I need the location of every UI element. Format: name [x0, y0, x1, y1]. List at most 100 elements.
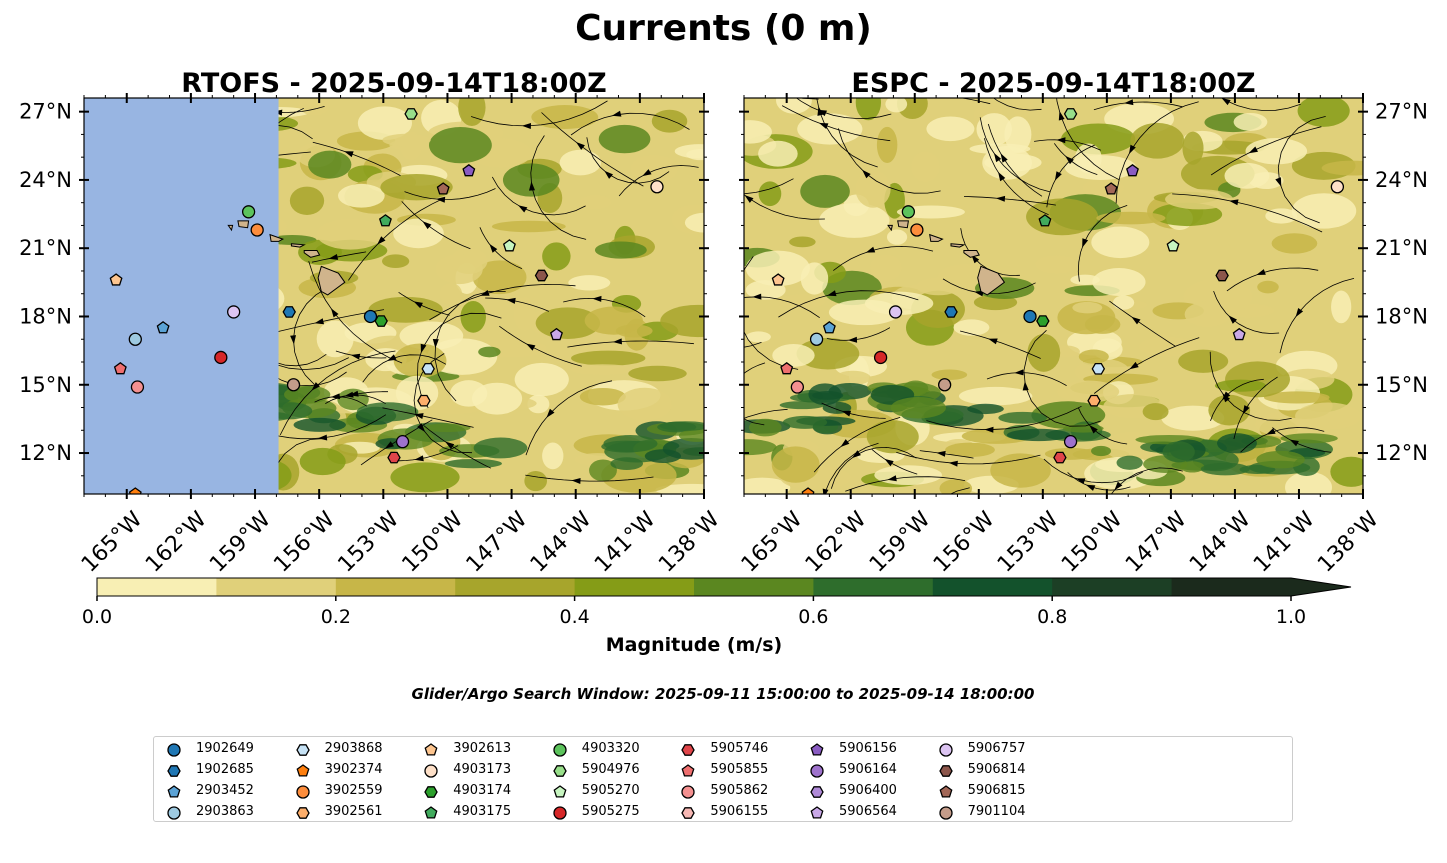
marker-2903868: [1091, 362, 1106, 375]
marker-5906757: [227, 305, 241, 319]
marker-4903173: [1330, 180, 1345, 194]
pentagon-marker-icon: [810, 743, 824, 756]
legend-label: 4903320: [581, 741, 640, 756]
legend-marker-4903173: [424, 764, 438, 778]
y-tick-label: 21°N: [19, 236, 72, 260]
colorbar-tick-label: 0.6: [798, 606, 828, 628]
marker-5906815: [1104, 182, 1118, 195]
marker-7901104: [286, 378, 301, 392]
marker-5905270: [502, 239, 516, 252]
legend-marker-5906156: [810, 743, 824, 756]
no-data-region: [84, 98, 279, 494]
hexagon-marker-icon: [424, 786, 438, 798]
legend-label: 4903174: [453, 783, 512, 798]
legend-marker-5905862: [681, 785, 696, 799]
marker-3902374: [801, 487, 815, 494]
legend-marker-4903175: [424, 806, 438, 819]
hexagon-marker-icon: [167, 765, 181, 777]
legend-label: 5905746: [710, 741, 769, 756]
legend-marker-2903452: [167, 785, 181, 798]
legend-label: 5905270: [581, 783, 640, 798]
legend-marker-3902613: [424, 743, 438, 756]
pentagon-marker-icon: [681, 764, 695, 777]
legend-label: 3902559: [324, 783, 383, 798]
marker-5906564: [550, 327, 563, 341]
y-tick-label: 24°N: [1375, 168, 1428, 192]
panel-espc: ESPC - 2025-09-14T18:00Z165°W162°W159°W1…: [737, 68, 1428, 578]
marker-3902613: [771, 273, 785, 286]
colorbar-swatch: [1171, 578, 1292, 596]
marker-5905855: [780, 362, 794, 375]
legend-label: 3902374: [324, 762, 383, 777]
marker-5906814: [534, 269, 549, 282]
y-tick-label: 24°N: [19, 168, 72, 192]
marker-5904976: [404, 108, 418, 120]
y-tick-label: 27°N: [1375, 100, 1428, 124]
colorbar-swatch: [455, 578, 576, 596]
x-tick-label: 165°W: [77, 507, 148, 578]
legend-label: 5904976: [581, 762, 640, 777]
colorbar-tick-label: 0.2: [321, 606, 351, 628]
legend-marker-5905275: [553, 806, 567, 820]
legend-label: 1902649: [196, 741, 254, 756]
marker-2903863: [809, 332, 824, 346]
x-tick-label: 156°W: [929, 507, 1000, 578]
pentagon-marker-icon: [424, 743, 438, 756]
colorbar: 0.0 0.2 0.4 0.6 0.8 1.0 Magnitude (m/s): [82, 577, 1352, 656]
legend-label: 5906814: [967, 762, 1026, 777]
y-tick-label: 15°N: [1375, 373, 1428, 397]
streamlines-espc: [744, 98, 1355, 494]
colorbar-extend-arrow: [1291, 578, 1351, 596]
x-tick-label: 165°W: [737, 507, 808, 578]
marker-4903174: [1036, 315, 1050, 327]
x-tick-label: 153°W: [993, 507, 1064, 578]
colorbar-tick-label: 0.4: [559, 606, 589, 628]
legend-label: 5905275: [581, 804, 640, 819]
marker-3902561: [417, 394, 431, 407]
marker-5905746: [387, 451, 401, 464]
x-tick-label: 153°W: [333, 507, 404, 578]
pentagon-marker-icon: [810, 806, 824, 819]
x-tick-label: 141°W: [1249, 507, 1320, 578]
circle-marker-icon: [938, 806, 953, 820]
colorbar-tick-label: 0.8: [1037, 606, 1067, 628]
hexagon-marker-icon: [295, 744, 310, 756]
marker-5905270: [1166, 239, 1180, 252]
marker-5905746: [1053, 451, 1067, 464]
legend-label: 5905855: [710, 762, 769, 777]
x-tick-label: 138°W: [654, 507, 725, 578]
legend-marker-5905270: [553, 785, 567, 798]
legend-label: 5905862: [710, 783, 769, 798]
x-tick-label: 138°W: [1313, 507, 1384, 578]
hexagon-marker-icon: [681, 744, 696, 756]
x-tick-label: 159°W: [205, 507, 276, 578]
legend-marker-5906814: [938, 765, 953, 777]
circle-marker-icon: [553, 743, 567, 757]
colorbar-swatch: [574, 578, 695, 596]
marker-5906757: [888, 305, 903, 319]
circle-marker-icon: [553, 806, 567, 820]
marker-4903175: [378, 214, 392, 227]
panel-title-rtofs: RTOFS - 2025-09-14T18:00Z: [181, 68, 607, 99]
marker-1902649: [363, 309, 378, 324]
x-tick-label: 162°W: [801, 507, 872, 578]
legend-marker-3902374: [296, 764, 310, 777]
pentagon-marker-icon: [167, 785, 181, 798]
legend-marker-5906757: [938, 743, 953, 757]
hexagon-marker-icon: [681, 807, 696, 819]
x-tick-label: 156°W: [269, 507, 340, 578]
pentagon-marker-icon: [939, 785, 953, 798]
x-tick-label: 162°W: [141, 507, 212, 578]
hawaiian-islands: [227, 220, 346, 296]
marker-4903174: [374, 315, 388, 327]
circle-marker-icon: [167, 806, 181, 820]
marker-3902374: [128, 487, 142, 494]
hawaiian-islands: [887, 220, 1006, 296]
colorbar-swatch: [694, 578, 814, 596]
circle-marker-icon: [295, 785, 310, 799]
search-window-text: Glider/Argo Search Window: 2025-09-11 15…: [412, 685, 1035, 703]
marker-3902559: [250, 223, 264, 237]
legend-marker-5906815: [939, 785, 953, 798]
x-tick-label: 150°W: [398, 507, 469, 578]
